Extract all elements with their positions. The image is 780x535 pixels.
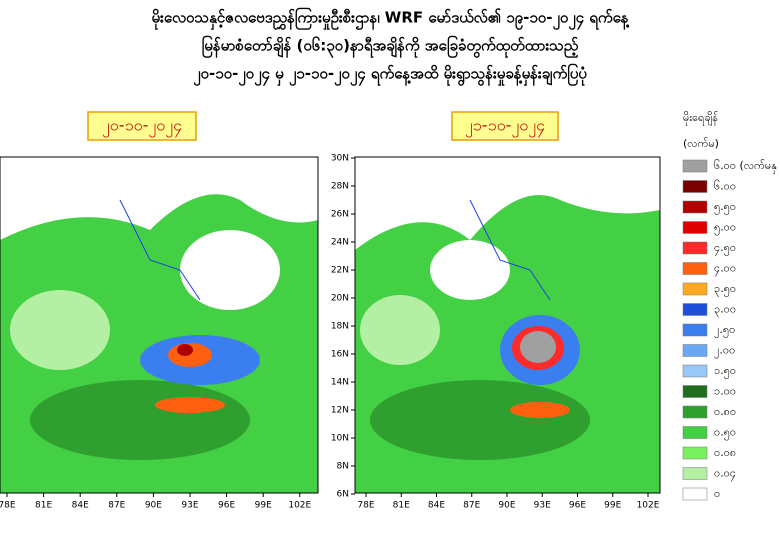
legend-label: ၁.၅၀ — [714, 364, 736, 379]
y-tick-label: 28N — [331, 182, 349, 192]
legend-label: ၂.၅၀ — [714, 323, 735, 338]
x-tick-label: 99E — [604, 501, 621, 511]
legend-title: မိုးရေချိန် — [683, 111, 718, 126]
legend-label: ၀.၀၈ — [714, 446, 736, 459]
x-tick-label: 81E — [393, 501, 410, 511]
x-tick-label: 78E — [0, 501, 16, 511]
legend-swatch — [682, 446, 708, 460]
y-tick-label: 26N — [331, 210, 349, 220]
rain-map — [355, 157, 660, 493]
legend-label: ၀.၈၀ — [714, 405, 736, 418]
x-tick-label: 102E — [637, 501, 660, 511]
legend-label: ၀.၀၄ — [714, 467, 736, 482]
legend-unit: (လက်မ) — [683, 137, 719, 150]
legend-label: ၆.၀၀ (လက်မနှ — [714, 159, 777, 174]
y-tick-label: 6N — [337, 490, 349, 500]
x-tick-label: 90E — [498, 501, 515, 511]
legend-swatch — [682, 364, 708, 378]
legend-label: ၂.၀၀ — [714, 344, 735, 359]
y-tick-label: 18N — [331, 322, 349, 332]
legend-swatch — [682, 426, 708, 439]
x-tick-label: 87E — [108, 501, 125, 511]
panel-date: ၂၁-၁၀-၂၀၂၄ — [465, 116, 545, 138]
rain-map — [0, 157, 318, 493]
legend-label: ၀ — [714, 487, 720, 500]
legend-label: ၃.၅၀ — [714, 282, 736, 297]
legend-swatch — [682, 221, 708, 234]
x-tick-label: 93E — [181, 501, 198, 511]
y-tick-label: 22N — [331, 266, 349, 276]
legend-label: ၄.၀၀ — [714, 262, 736, 277]
y-tick-label: 8N — [337, 462, 349, 472]
legend-swatch — [682, 467, 708, 480]
x-tick-label: 84E — [72, 501, 89, 511]
x-tick-label: 78E — [357, 501, 374, 511]
legend-swatch — [682, 303, 708, 316]
legend-swatch — [682, 385, 708, 398]
y-tick-label: 14N — [331, 378, 349, 388]
legend-label: ၀.၅၀ — [714, 426, 736, 441]
legend-label: ၃.၀၀ — [714, 303, 736, 318]
x-tick-label: 96E — [218, 501, 235, 511]
x-tick-label: 87E — [463, 501, 480, 511]
x-tick-label: 102E — [288, 501, 311, 511]
title-line: မြန်မာစံတော်ချိန် (၀၆:၃၀)နာရီအချိန်ကို အ… — [202, 35, 579, 59]
map-frame — [0, 156, 319, 494]
y-tick-label: 12N — [331, 406, 349, 416]
legend-swatch — [682, 487, 708, 501]
legend-label: ၁.၀၀ — [714, 385, 736, 398]
legend-swatch — [682, 241, 708, 255]
legend-label: ၅.၅၀ — [714, 200, 736, 215]
legend-swatch — [682, 405, 708, 419]
date-box — [451, 111, 559, 141]
x-tick-label: 93E — [534, 501, 551, 511]
y-tick-label: 24N — [331, 238, 349, 248]
panel-date: ၂၀-၁၀-၂၀၂၄ — [102, 116, 182, 138]
legend-swatch — [682, 180, 708, 193]
x-tick-label: 99E — [255, 501, 272, 511]
y-tick-label: 10N — [331, 434, 349, 444]
y-tick-label: 20N — [331, 294, 349, 304]
y-tick-label: 30N — [331, 154, 349, 164]
legend-swatch — [682, 159, 708, 173]
legend-swatch — [682, 344, 708, 357]
legend-swatch — [682, 323, 708, 337]
date-box — [87, 111, 197, 141]
x-tick-label: 96E — [569, 501, 586, 511]
x-tick-label: 81E — [35, 501, 52, 511]
title-line: ၂၀-၁၀-၂၀၂၄ မှ ၂၁-၁၀-၂၀၂၄ ရက်နေ့အထိ မိုးရ… — [193, 63, 587, 87]
legend-label: ၆.၀၀ — [714, 180, 736, 193]
x-tick-label: 84E — [428, 501, 445, 511]
legend-swatch — [682, 200, 708, 214]
title-line: မိုးလေဝသနှင့်ဇလဗေဒညွှန်ကြားမှုဦးစီးဌာန၊ … — [151, 7, 629, 31]
legend-swatch — [682, 262, 708, 275]
legend-label: ၅.၀၀ — [714, 221, 736, 236]
y-tick-label: 16N — [331, 350, 349, 360]
x-tick-label: 90E — [145, 501, 162, 511]
legend-label: ၄.၅၀ — [714, 241, 736, 256]
legend-swatch — [682, 282, 708, 296]
